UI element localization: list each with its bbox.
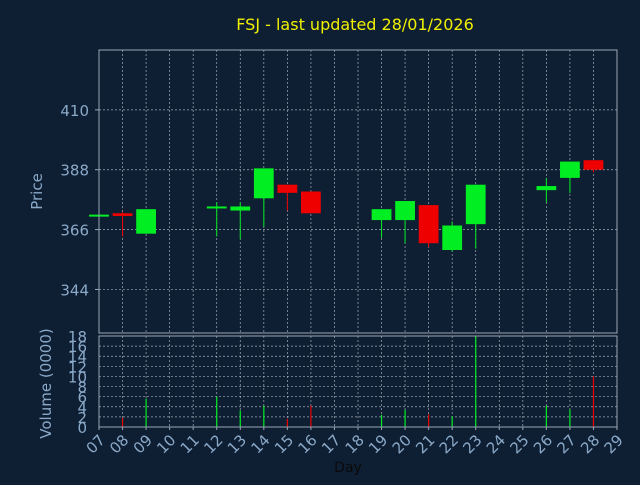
volume-tick-label: 10 (68, 368, 87, 386)
x-tick-label: 29 (601, 431, 627, 457)
x-tick-label: 17 (318, 431, 344, 457)
price-panel-frame (98, 49, 618, 334)
x-tick-label: 21 (412, 431, 438, 457)
candle-body-27 (560, 161, 580, 178)
x-tick-label: 27 (554, 431, 580, 457)
price-tick-label: 344 (60, 281, 89, 299)
x-tick-label: 16 (295, 431, 321, 457)
volume-tick-label: 8 (77, 379, 87, 397)
x-tick-label: 24 (483, 431, 509, 457)
volume-tick-label: 14 (68, 348, 87, 366)
volume-tick-label: 2 (77, 409, 87, 427)
x-tick-label: 25 (506, 431, 532, 457)
x-tick-label: 19 (365, 431, 391, 457)
candle-body-26 (536, 186, 557, 191)
candle-body-22 (442, 225, 463, 251)
volume-tick-label: 18 (68, 328, 87, 346)
x-tick-label: 22 (436, 431, 462, 457)
x-tick-label: 20 (389, 431, 415, 457)
x-tick-label: 26 (530, 431, 556, 457)
x-tick-label: 12 (200, 431, 226, 457)
candle-body-23 (465, 184, 486, 225)
price-tick-label: 388 (60, 162, 89, 180)
x-tick-label: 15 (271, 431, 297, 457)
x-tick-label: 13 (224, 431, 250, 457)
price-axis-label: Price (28, 173, 46, 210)
candle-body-20 (395, 201, 415, 221)
price-tick-label: 366 (60, 222, 89, 240)
price-tick-label: 410 (60, 102, 89, 120)
x-tick-label: 11 (177, 431, 203, 457)
volume-tick-label: 16 (68, 338, 87, 356)
x-tick-label: 28 (577, 431, 603, 457)
x-tick-label: 09 (130, 431, 156, 457)
x-axis-label: Day (334, 460, 362, 476)
volume-axis-label: Volume (0000) (37, 328, 55, 438)
candle-body-13 (230, 206, 251, 211)
x-tick-label: 14 (247, 431, 273, 457)
volume-tick-label: 0 (77, 419, 87, 437)
volume-tick-label: 6 (77, 389, 87, 407)
x-tick-label: 23 (459, 431, 485, 457)
candle-body-15 (277, 184, 298, 193)
candle-body-08 (112, 213, 133, 216)
candle-body-09 (136, 209, 156, 234)
candle-body-12 (206, 206, 227, 209)
candle-body-14 (253, 168, 274, 199)
candle-body-28 (583, 160, 604, 170)
volume-tick-label: 12 (68, 358, 87, 376)
x-tick-label: 10 (153, 431, 179, 457)
chart-title: FSJ - last updated 28/01/2026 (236, 15, 474, 34)
volume-tick-label: 4 (77, 399, 87, 417)
candle-body-19 (371, 209, 392, 221)
marks-layer (89, 160, 604, 427)
grid-layer (98, 50, 618, 428)
candle-body-16 (301, 191, 321, 214)
x-tick-label: 18 (342, 431, 368, 457)
candle-body-21 (418, 205, 439, 244)
x-tick-label: 08 (106, 431, 132, 457)
ticks-layer: 3443663884100246810121416180708091011121… (60, 102, 626, 457)
